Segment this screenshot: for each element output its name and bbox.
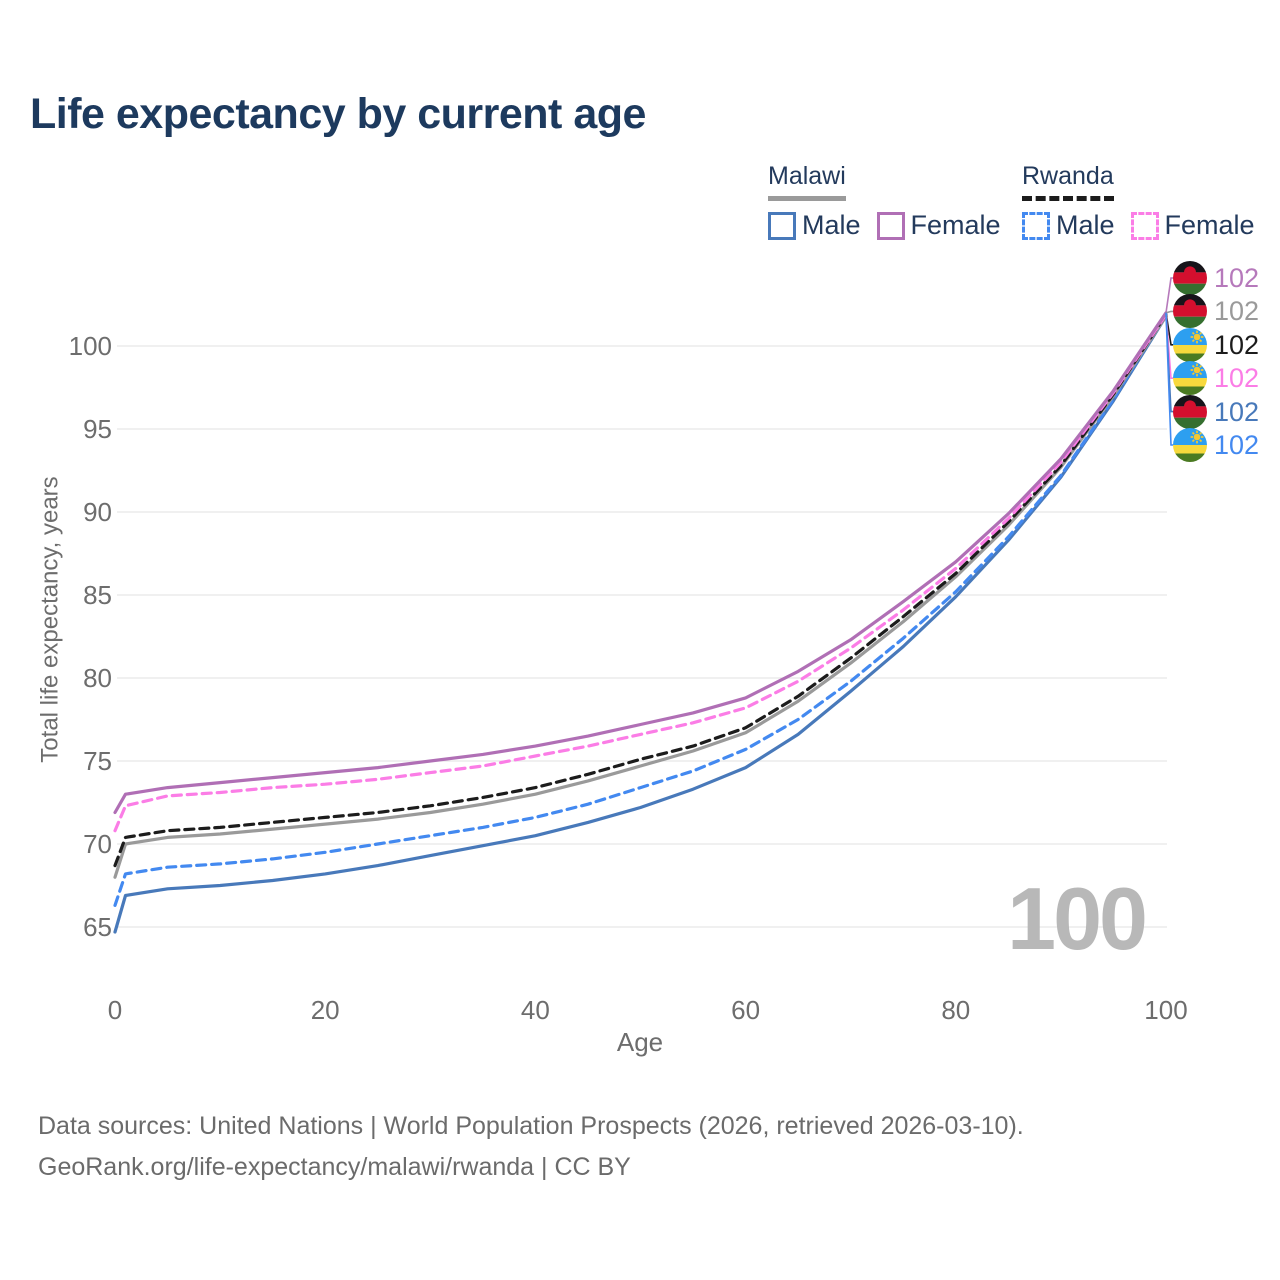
end-label-value: 102 bbox=[1214, 329, 1260, 360]
x-tick-label-0: 0 bbox=[107, 995, 123, 1025]
legend-item-malawi-male[interactable]: Male bbox=[768, 210, 861, 241]
y-axis-title: Total life expectancy, years bbox=[36, 476, 64, 763]
chart-title: Life expectancy by current age bbox=[30, 90, 646, 138]
legend-items-row: Male Female bbox=[1022, 210, 1255, 241]
y-tick-label-90: 90 bbox=[83, 497, 112, 527]
series-line-malawi-female bbox=[113, 311, 1168, 815]
y-tick-label-100: 100 bbox=[68, 331, 112, 361]
series-line-rwanda bbox=[113, 312, 1168, 868]
chart-footer: Data sources: United Nations | World Pop… bbox=[38, 1106, 1024, 1188]
series-line-malawi-male bbox=[113, 314, 1168, 934]
x-tick-label-100: 100 bbox=[1144, 995, 1188, 1025]
end-label-malawi-1: 102 bbox=[1173, 294, 1260, 329]
x-tick-label-60: 60 bbox=[731, 995, 761, 1025]
rwanda-flag-icon bbox=[1173, 428, 1207, 462]
legend-items-row: Male Female bbox=[768, 210, 1001, 241]
y-tick-label-80: 80 bbox=[83, 663, 112, 693]
end-label-malawi-0: 102 bbox=[1173, 261, 1259, 295]
end-label-rwanda-5: 102 bbox=[1173, 428, 1259, 462]
end-label-value: 102 bbox=[1214, 363, 1260, 394]
legend-header-rwanda[interactable]: Rwanda bbox=[1022, 162, 1114, 201]
end-label-value: 102 bbox=[1214, 396, 1260, 427]
legend-header-malawi[interactable]: Malawi bbox=[768, 162, 846, 201]
gridlines bbox=[117, 345, 1167, 928]
end-label-value: 102 bbox=[1214, 296, 1260, 327]
end-label-rwanda-2: 102 bbox=[1173, 327, 1260, 362]
legend-item-rwanda-female[interactable]: Female bbox=[1130, 210, 1255, 241]
legend-item-label: Female bbox=[910, 210, 1001, 240]
y-tick-label-85: 85 bbox=[83, 580, 112, 610]
legend-item-label: Female bbox=[1164, 210, 1255, 240]
y-tick-label-65: 65 bbox=[83, 912, 112, 942]
end-label-value: 102 bbox=[1214, 263, 1260, 293]
legend-swatch-icon bbox=[1022, 211, 1050, 240]
legend-swatch-icon bbox=[768, 211, 796, 240]
x-tick-label-80: 80 bbox=[941, 995, 971, 1025]
y-tick-label-95: 95 bbox=[83, 414, 112, 444]
y-tick-label-75: 75 bbox=[83, 746, 112, 776]
x-tick-label-40: 40 bbox=[520, 995, 550, 1025]
data-sources-note: Data sources: United Nations | World Pop… bbox=[38, 1112, 1024, 1140]
series-line-rwanda-female bbox=[113, 312, 1168, 833]
x-tick-label-20: 20 bbox=[310, 995, 340, 1025]
end-label-rwanda-3: 102 bbox=[1173, 361, 1260, 396]
legend-item-rwanda-male[interactable]: Male bbox=[1022, 210, 1115, 241]
malawi-flag-icon bbox=[1173, 394, 1207, 429]
malawi-flag-icon bbox=[1173, 261, 1207, 295]
legend-swatch-icon bbox=[1130, 211, 1159, 240]
current-age-watermark: 100 bbox=[1007, 869, 1145, 968]
legend-group-malawi: Malawi Male Female bbox=[768, 162, 1001, 241]
legend-swatch-icon bbox=[876, 211, 905, 240]
end-label-malawi-4: 102 bbox=[1173, 394, 1260, 429]
rwanda-flag-icon bbox=[1173, 361, 1207, 396]
source-url-note: GeoRank.org/life-expectancy/malawi/rwand… bbox=[38, 1153, 631, 1181]
legend-item-label: Male bbox=[802, 210, 861, 240]
end-label-value: 102 bbox=[1214, 430, 1260, 460]
series-line-rwanda-male bbox=[113, 312, 1168, 908]
series-line-malawi bbox=[113, 314, 1168, 879]
x-axis-title: Age bbox=[616, 1027, 664, 1057]
series-lines bbox=[113, 311, 1168, 934]
legend-group-rwanda: Rwanda Male Female bbox=[1022, 162, 1255, 241]
malawi-flag-icon bbox=[1173, 294, 1207, 329]
legend-item-malawi-female[interactable]: Female bbox=[876, 210, 1001, 241]
y-tick-label-70: 70 bbox=[83, 829, 112, 859]
legend-item-label: Male bbox=[1056, 210, 1115, 240]
rwanda-flag-icon bbox=[1173, 327, 1207, 362]
